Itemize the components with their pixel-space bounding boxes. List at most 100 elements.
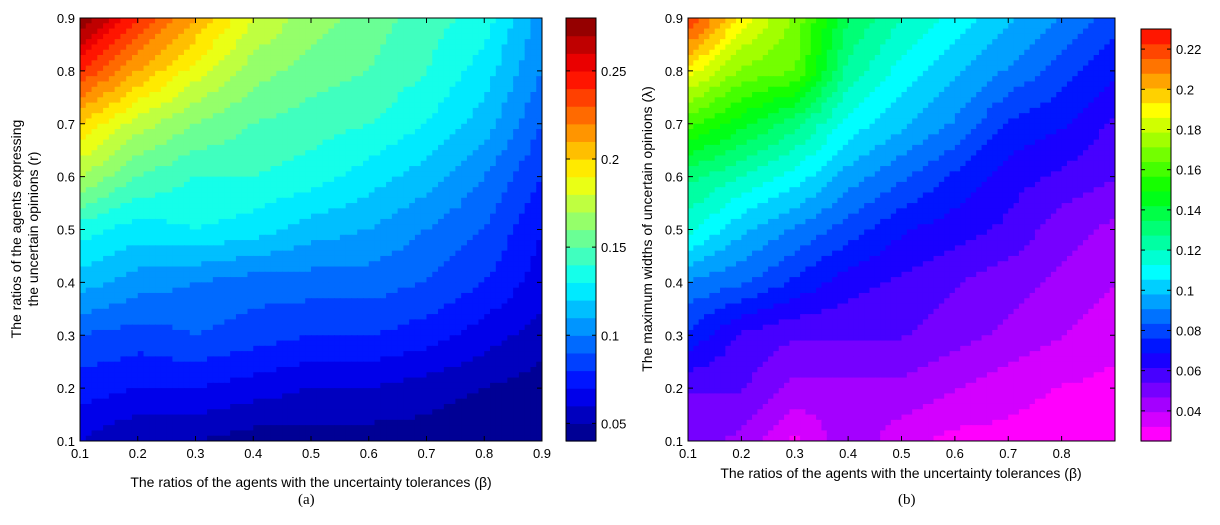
a-contour-cell (334, 340, 341, 347)
a-contour-cell (178, 261, 185, 268)
a-contour-cell (218, 208, 226, 215)
a-contour-cell (524, 81, 532, 88)
a-contour-cell (293, 102, 301, 109)
a-contour-cell (507, 266, 514, 273)
a-contour-cell (253, 92, 260, 99)
a-contour-cell (403, 203, 410, 210)
a-contour-cell (507, 329, 514, 336)
a-contour-cell (461, 18, 468, 24)
a-contour-cell (339, 292, 347, 299)
a-contour-cell (85, 28, 93, 35)
a-contour-cell (472, 113, 480, 120)
a-contour-cell (80, 271, 87, 278)
a-contour-cell (345, 92, 353, 99)
a-contour-cell (455, 240, 462, 247)
a-contour-cell (426, 181, 433, 188)
a-contour-cell (438, 324, 445, 331)
a-contour-cell (155, 303, 162, 310)
a-contour-cell (374, 329, 382, 336)
a-contour-cell (201, 76, 208, 83)
a-contour-cell (282, 335, 289, 342)
a-contour-cell (345, 97, 353, 104)
a-contour-cell (276, 181, 283, 188)
a-contour-cell (230, 18, 237, 24)
a-contour-cell (438, 314, 445, 321)
a-contour-cell (316, 314, 324, 321)
a-contour-cell (259, 18, 266, 24)
a-contour-cell (518, 166, 526, 173)
a-contour-cell (530, 255, 537, 262)
a-contour-cell (195, 39, 202, 46)
a-contour-cell (339, 49, 347, 56)
a-contour-cell (322, 150, 330, 157)
a-contour-cell (501, 292, 509, 299)
a-contour-cell (287, 208, 295, 215)
a-contour-cell (131, 240, 139, 247)
a-contour-cell (241, 187, 249, 194)
a-contour-cell (426, 282, 433, 289)
a-contour-cell (478, 224, 485, 231)
a-contour-cell (207, 298, 214, 305)
a-contour-cell (264, 240, 272, 247)
a-contour-cell (241, 287, 249, 294)
a-contour-cell (80, 340, 87, 347)
a-contour-cell (466, 150, 474, 157)
a-contour-cell (524, 287, 532, 294)
a-contour-cell (449, 314, 457, 321)
a-contour-cell (426, 160, 433, 167)
a-contour-cell (455, 65, 462, 72)
a-contour-cell (432, 176, 439, 183)
a-contour-cell (449, 70, 457, 77)
a-contour-cell (178, 60, 185, 67)
a-contour-cell (247, 266, 254, 273)
a-contour-cell (339, 60, 347, 67)
a-contour-cell (235, 287, 243, 294)
a-contour-cell (305, 123, 312, 130)
a-contour-cell (235, 324, 243, 331)
a-contour-cell (201, 277, 208, 284)
a-contour-cell (305, 166, 312, 173)
a-contour-cell (518, 308, 526, 315)
a-contour-cell (391, 308, 399, 315)
a-contour-cell (247, 319, 254, 326)
a-contour-cell (126, 33, 133, 40)
a-contour-cell (339, 70, 347, 77)
a-contour-cell (131, 49, 139, 56)
a-contour-cell (155, 65, 162, 72)
a-contour-cell (235, 118, 243, 125)
a-contour-cell (201, 218, 208, 225)
a-contour-cell (345, 335, 353, 342)
a-contour-cell (218, 261, 226, 268)
a-contour-cell (403, 250, 410, 257)
a-contour-cell (351, 118, 358, 125)
a-contour-cell (155, 308, 162, 315)
a-contour-cell (351, 139, 358, 146)
a-contour-cell (293, 282, 301, 289)
a-contour-cell (247, 329, 254, 336)
a-contour-cell (149, 123, 156, 130)
a-contour-cell (189, 240, 197, 247)
a-contour-cell (247, 113, 254, 120)
a-contour-cell (230, 160, 237, 167)
a-contour-cell (212, 139, 220, 146)
a-contour-cell (247, 282, 254, 289)
a-contour-cell (287, 81, 295, 88)
a-contour-cell (409, 314, 416, 321)
a-contour-cell (357, 261, 364, 268)
a-contour-cell (414, 102, 422, 109)
a-contour-cell (259, 33, 266, 40)
a-contour-cell (183, 181, 191, 188)
a-contour-cell (316, 303, 324, 310)
a-contour-cell (270, 208, 278, 215)
a-contour-cell (507, 81, 514, 88)
a-contour-cell (114, 203, 122, 210)
a-contour-cell (114, 60, 122, 67)
a-contour-cell (305, 292, 312, 299)
a-contour-cell (85, 160, 93, 167)
a-contour-cell (339, 203, 347, 210)
a-contour-cell (247, 187, 254, 194)
a-contour-cell (409, 97, 416, 104)
a-contour-cell (438, 134, 445, 141)
a-contour-cell (166, 266, 174, 273)
a-contour-cell (131, 208, 139, 215)
